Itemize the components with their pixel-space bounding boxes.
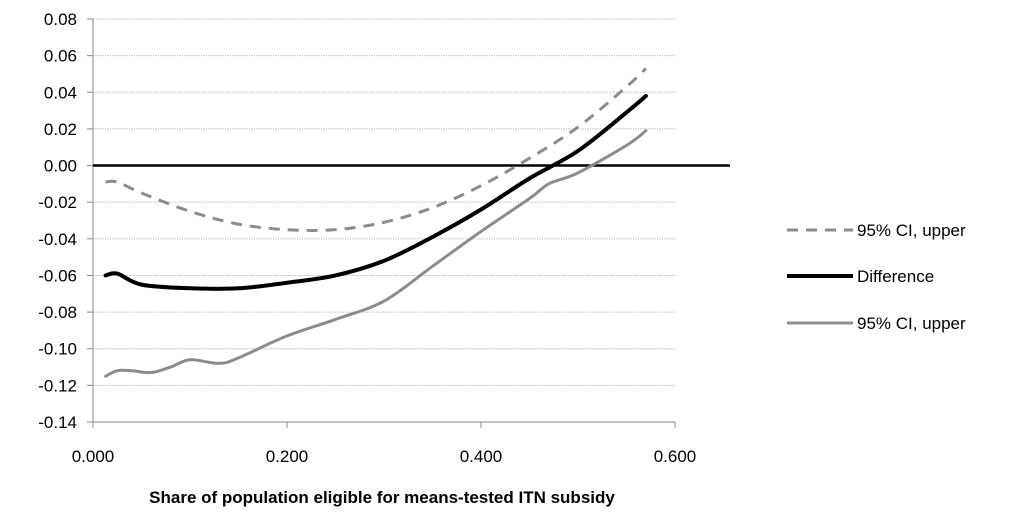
- x-tick-label: 0.000: [72, 447, 115, 466]
- x-tick-label: 0.600: [654, 447, 697, 466]
- x-tick-labels: 0.000 0.200 0.400 0.600: [72, 447, 697, 466]
- y-tick-label: -0.06: [38, 266, 77, 285]
- axes: [87, 18, 730, 428]
- legend-label-2: 95% CI, upper: [857, 314, 966, 333]
- y-tick-label: -0.02: [38, 193, 77, 212]
- series-line-1: [103, 93, 648, 291]
- legend-label-0: 95% CI, upper: [857, 221, 966, 240]
- y-tick-label: -0.12: [38, 376, 77, 395]
- legend: 95% CI, upper Difference 95% CI, upper: [787, 221, 966, 333]
- series-line-0: [105, 67, 647, 232]
- x-axis-title: Share of population eligible for means-t…: [149, 488, 615, 507]
- y-tick-label: 0.00: [44, 157, 77, 176]
- y-tick-label: -0.04: [38, 230, 77, 249]
- y-tick-label: -0.10: [38, 340, 77, 359]
- series-lines: [103, 67, 648, 378]
- y-tick-label: 0.08: [44, 10, 77, 29]
- legend-label-1: Difference: [857, 267, 934, 286]
- x-tick-label: 0.400: [460, 447, 503, 466]
- y-tick-labels: 0.08 0.06 0.04 0.02 0.00 -0.02 -0.04 -0.06 -0.08…: [38, 10, 77, 432]
- y-tick-label: 0.04: [44, 83, 77, 102]
- y-tick-label: -0.08: [38, 303, 77, 322]
- x-tick-label: 0.200: [266, 447, 309, 466]
- y-tick-label: 0.06: [44, 47, 77, 66]
- y-tick-label: 0.02: [44, 120, 77, 139]
- y-tick-label: -0.14: [38, 413, 77, 432]
- series-line-2: [104, 129, 648, 378]
